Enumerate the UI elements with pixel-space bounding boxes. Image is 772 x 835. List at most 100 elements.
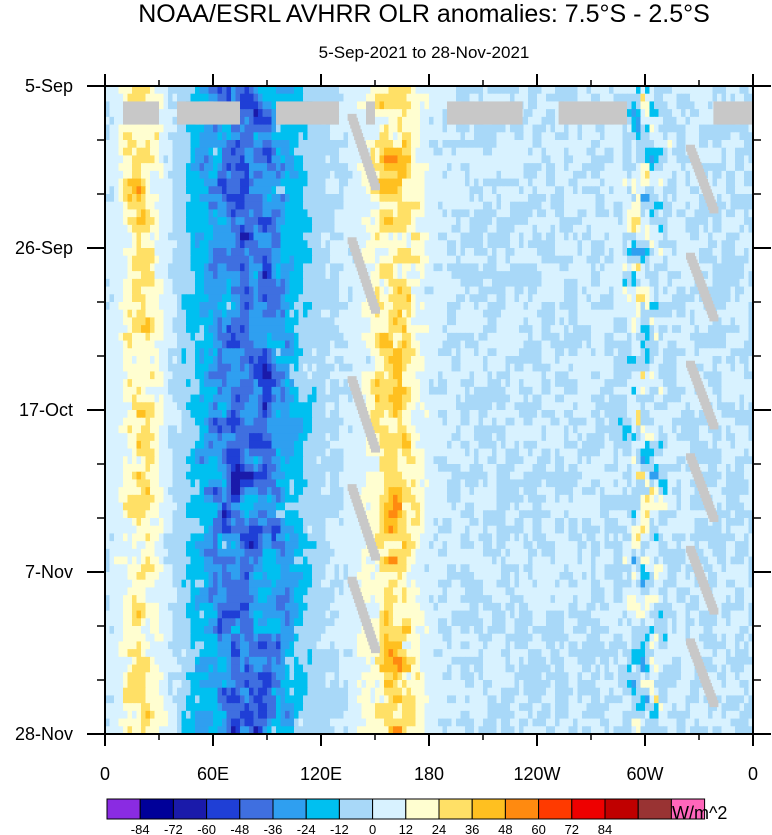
field-cell: [123, 170, 129, 180]
field-cell: [739, 240, 745, 249]
field-cell: [411, 348, 417, 357]
field-cell: [492, 340, 498, 349]
field-cell: [456, 240, 462, 249]
field-cell: [294, 232, 300, 241]
field-cell: [109, 224, 115, 234]
field-cell: [199, 317, 205, 326]
field-cell: [199, 240, 205, 249]
field-cell: [424, 240, 430, 249]
field-cell: [393, 163, 399, 172]
field-cell: [163, 248, 169, 257]
field-cell: [285, 248, 291, 257]
field-cell: [478, 132, 484, 141]
field-cell: [690, 332, 696, 342]
field-cell: [361, 101, 367, 110]
field-cell: [528, 201, 534, 211]
field-cell: [154, 224, 160, 234]
field-cell: [523, 186, 529, 195]
field-cell: [708, 124, 714, 133]
field-cell: [307, 209, 313, 218]
field-cell: [109, 286, 115, 295]
field-cell: [181, 248, 187, 257]
field-cell: [195, 170, 201, 180]
field-cell: [726, 263, 732, 272]
field-cell: [501, 194, 507, 203]
field-cell: [514, 278, 520, 288]
field-cell: [105, 170, 111, 180]
field-cell: [280, 263, 286, 272]
field-cell: [568, 124, 574, 133]
field-cell: [415, 271, 421, 280]
field-cell: [105, 232, 111, 241]
field-cell: [460, 224, 466, 234]
field-cell: [478, 325, 484, 334]
field-cell: [388, 309, 394, 319]
field-cell: [258, 302, 264, 311]
field-cell: [636, 263, 642, 272]
field-cell: [541, 178, 547, 187]
field-cell: [213, 86, 219, 95]
field-cell: [501, 186, 507, 195]
field-cell: [181, 286, 187, 295]
field-cell: [618, 232, 624, 241]
field-cell: [159, 147, 165, 157]
field-cell: [406, 317, 412, 326]
field-cell: [339, 348, 345, 357]
field-cell: [568, 178, 574, 187]
field-cell: [325, 155, 331, 164]
field-cell: [483, 271, 489, 280]
field-cell: [550, 147, 556, 157]
field-cell: [127, 348, 133, 357]
field-cell: [636, 170, 642, 180]
field-cell: [433, 140, 439, 149]
field-cell: [667, 309, 673, 319]
field-cell: [708, 224, 714, 234]
field-cell: [258, 155, 264, 164]
field-cell: [123, 278, 129, 288]
field-cell: [559, 286, 565, 295]
field-cell: [537, 116, 543, 126]
field-cell: [658, 186, 664, 195]
field-cell: [249, 325, 255, 334]
field-cell: [127, 278, 133, 288]
field-cell: [280, 209, 286, 218]
field-cell: [402, 209, 408, 218]
field-cell: [712, 86, 718, 95]
field-cell: [663, 332, 669, 342]
field-cell: [420, 209, 426, 218]
field-cell: [735, 170, 741, 180]
field-cell: [199, 255, 205, 265]
field-cell: [577, 194, 583, 203]
field-cell: [366, 140, 372, 149]
field-cell: [451, 86, 457, 95]
field-cell: [546, 101, 552, 110]
field-cell: [528, 255, 534, 265]
field-cell: [298, 240, 304, 249]
field-cell: [478, 170, 484, 180]
chart-title: NOAA/ESRL AVHRR OLR anomalies: 7.5°S - 2…: [138, 0, 710, 28]
field-cell: [487, 124, 493, 133]
field-cell: [348, 309, 354, 319]
field-cell: [721, 271, 727, 280]
field-cell: [325, 224, 331, 234]
field-cell: [330, 348, 336, 357]
field-cell: [375, 232, 381, 241]
field-cell: [699, 86, 705, 95]
field-cell: [312, 263, 318, 272]
field-cell: [393, 109, 399, 118]
field-cell: [487, 178, 493, 187]
field-cell: [685, 278, 691, 288]
field-cell: [555, 86, 561, 95]
field-cell: [136, 147, 142, 157]
field-cell: [294, 286, 300, 295]
field-cell: [172, 263, 178, 272]
field-cell: [208, 263, 214, 272]
field-cell: [127, 217, 133, 226]
field-cell: [573, 240, 579, 249]
field-cell: [280, 163, 286, 172]
field-cell: [204, 217, 210, 226]
field-cell: [177, 340, 183, 349]
field-cell: [712, 224, 718, 234]
field-cell: [168, 302, 174, 311]
field-cell: [492, 325, 498, 334]
